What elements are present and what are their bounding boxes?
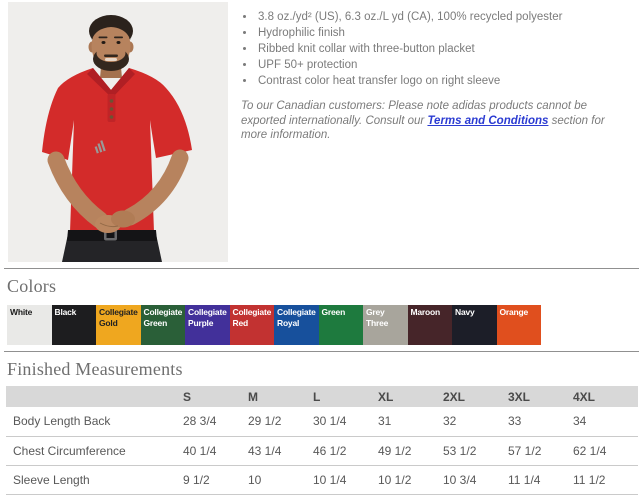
terms-and-conditions-link[interactable]: Terms and Conditions [427,114,549,127]
measurements-heading: Finished Measurements [7,359,183,379]
measurement-value: 33 [508,414,522,429]
color-swatch-green[interactable]: Green [318,305,363,345]
features-list: 3.8 oz./yd² (US), 6.3 oz./L yd (CA), 100… [239,9,639,89]
size-column-header: 2XL [443,389,466,404]
color-swatch-collegiate-red[interactable]: Collegiate Red [229,305,274,345]
measurement-value: 28 3/4 [183,414,217,429]
size-column-header: M [248,389,258,404]
size-column-header: XL [378,389,394,404]
measurement-value: 10 1/4 [313,472,347,487]
color-swatch-orange[interactable]: Orange [496,305,541,345]
measurement-value: 49 1/2 [378,443,412,458]
size-header-row: S M L XL 2XL 3XL 4XL [6,386,638,407]
measurements-table: S M L XL 2XL 3XL 4XL Body Length Back 28 3/4 29 … [6,386,638,495]
product-info: 3.8 oz./yd² (US), 6.3 oz./L yd (CA), 100… [239,2,639,262]
note-suffix: section for more information. [241,114,605,142]
measurements-body: Body Length Back 28 3/4 29 1/2 30 1/4 31 32 33… [6,407,638,494]
row-label-header [6,386,183,407]
color-swatch-black[interactable]: Black [51,305,96,345]
measurement-value: 10 3/4 [443,472,477,487]
measurement-value: 31 [378,414,392,429]
measurement-value: 9 1/2 [183,472,210,487]
feature-item: Hydrophilic finish [256,25,639,41]
color-swatches: White Black Collegiate Gold Collegiate Gree… [7,305,643,345]
color-swatch-collegiate-green[interactable]: Collegiate Green [140,305,185,345]
color-swatch-collegiate-purple[interactable]: Collegiate Purple [185,305,230,345]
feature-item: Contrast color heat transfer logo on rig… [256,73,639,89]
measurement-label: Chest Circumference [13,443,126,458]
measurement-label: Sleeve Length [13,472,90,487]
measurement-value: 30 1/4 [313,414,347,429]
section-divider [4,268,639,269]
model-illustration [8,2,228,262]
measurement-value: 43 1/4 [248,443,282,458]
colors-heading: Colors [7,276,57,296]
measurement-value: 29 1/2 [248,414,282,429]
measurement-value: 10 1/2 [378,472,412,487]
color-swatch-maroon[interactable]: Maroon [407,305,452,345]
color-swatch-grey-three[interactable]: Grey Three [363,305,408,345]
size-column-header: 3XL [508,389,531,404]
measurement-row: Sleeve Length 9 1/2 10 10 1/4 10 1/2 10 3/4 11… [6,465,638,494]
measurement-value: 62 1/4 [573,443,607,458]
color-swatch-navy[interactable]: Navy [452,305,497,345]
measurement-value: 11 1/2 [573,472,606,487]
measurement-row: Chest Circumference 40 1/4 43 1/4 46 1/2 49 … [6,436,638,465]
adidas-logo-icon [94,140,106,154]
color-swatch-white[interactable]: White [7,305,52,345]
color-swatch-collegiate-gold[interactable]: Collegiate Gold [96,305,141,345]
product-photo [8,2,228,262]
size-column-header: 4XL [573,389,596,404]
measurement-label: Body Length Back [13,414,111,429]
color-swatch-collegiate-royal[interactable]: Collegiate Royal [274,305,319,345]
size-column-header: L [313,389,321,404]
feature-item: UPF 50+ protection [256,57,639,73]
measurement-value: 11 1/4 [508,472,541,487]
measurement-value: 10 [248,472,262,487]
measurement-row: Body Length Back 28 3/4 29 1/2 30 1/4 31 32 33… [6,407,638,436]
measurement-value: 32 [443,414,457,429]
measurement-value: 46 1/2 [313,443,347,458]
measurement-value: 57 1/2 [508,443,542,458]
measurement-value: 34 [573,414,587,429]
measurement-value: 40 1/4 [183,443,217,458]
product-top-section: 3.8 oz./yd² (US), 6.3 oz./L yd (CA), 100… [0,0,643,262]
canadian-note: To our Canadian customers: Please note a… [241,99,625,143]
feature-item: Ribbed knit collar with three-button pla… [256,41,639,57]
section-divider [4,351,639,352]
measurement-value: 53 1/2 [443,443,477,458]
size-column-header: S [183,389,192,404]
note-prefix: To our Canadian customers: Please note a… [241,100,588,127]
feature-item: 3.8 oz./yd² (US), 6.3 oz./L yd (CA), 100… [256,9,639,25]
